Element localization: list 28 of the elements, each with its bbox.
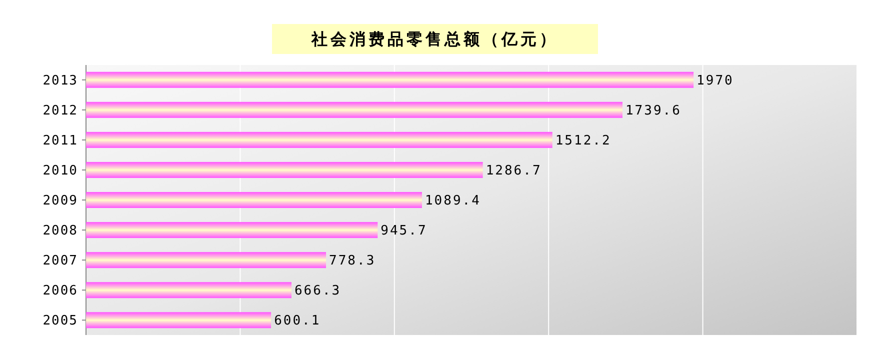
data-label: 1739.6 xyxy=(625,103,682,118)
bar xyxy=(86,282,292,298)
bar xyxy=(86,72,694,88)
y-tick-label: 2013 xyxy=(42,73,78,88)
data-label: 1089.4 xyxy=(424,194,481,209)
y-tick-label: 2011 xyxy=(42,133,78,148)
bar xyxy=(86,222,378,238)
bar xyxy=(86,102,622,118)
bar xyxy=(86,162,483,178)
data-label: 778.3 xyxy=(329,254,376,269)
bar xyxy=(86,312,272,328)
y-tick-label: 2009 xyxy=(42,194,78,209)
y-tick-label: 2010 xyxy=(42,164,78,179)
data-label: 945.7 xyxy=(380,224,428,239)
y-tick-label: 2008 xyxy=(42,224,78,239)
y-tick-label: 2007 xyxy=(42,254,78,269)
bar xyxy=(86,132,552,148)
bar xyxy=(86,192,422,208)
chart-title: 社会消费品零售总额（亿元） xyxy=(310,30,558,49)
data-label: 1286.7 xyxy=(486,164,542,179)
y-tick-label: 2012 xyxy=(42,103,78,118)
data-label: 1970 xyxy=(696,73,734,88)
data-label: 666.3 xyxy=(294,284,342,299)
data-label: 1512.2 xyxy=(555,133,612,148)
y-tick-label: 2005 xyxy=(42,314,78,329)
data-label: 600.1 xyxy=(274,314,321,329)
y-tick-label: 2006 xyxy=(42,284,78,299)
bar xyxy=(86,252,326,268)
